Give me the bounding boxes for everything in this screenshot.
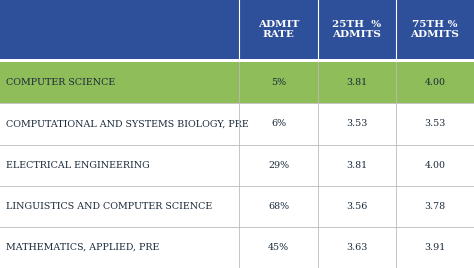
Bar <box>0 186 239 227</box>
Bar <box>318 144 396 186</box>
Text: 3.63: 3.63 <box>346 243 367 252</box>
Bar <box>318 103 396 144</box>
Text: 3.81: 3.81 <box>346 78 367 87</box>
Text: 3.56: 3.56 <box>346 202 367 211</box>
Bar <box>239 227 318 268</box>
Text: 29%: 29% <box>268 161 289 170</box>
Bar <box>318 186 396 227</box>
Bar <box>396 227 474 268</box>
Text: ADMIT
RATE: ADMIT RATE <box>258 20 299 39</box>
Text: 45%: 45% <box>268 243 289 252</box>
Bar <box>396 144 474 186</box>
Bar <box>318 62 396 103</box>
Text: 3.78: 3.78 <box>424 202 446 211</box>
Bar <box>396 103 474 144</box>
Bar <box>239 0 318 59</box>
Text: 4.00: 4.00 <box>424 161 446 170</box>
Text: 4.00: 4.00 <box>424 78 446 87</box>
Bar <box>0 103 239 144</box>
Text: LINGUISTICS AND COMPUTER SCIENCE: LINGUISTICS AND COMPUTER SCIENCE <box>6 202 212 211</box>
Text: 3.91: 3.91 <box>424 243 446 252</box>
Bar <box>0 62 239 103</box>
Bar <box>318 0 396 59</box>
Bar <box>396 186 474 227</box>
Bar <box>0 227 239 268</box>
Bar <box>239 62 318 103</box>
Text: COMPUTER SCIENCE: COMPUTER SCIENCE <box>6 78 115 87</box>
Text: ELECTRICAL ENGINEERING: ELECTRICAL ENGINEERING <box>6 161 149 170</box>
Bar <box>0 0 239 59</box>
Text: MATHEMATICS, APPLIED, PRE: MATHEMATICS, APPLIED, PRE <box>6 243 159 252</box>
Bar <box>318 227 396 268</box>
Bar <box>239 144 318 186</box>
Text: 5%: 5% <box>271 78 286 87</box>
Bar <box>0 144 239 186</box>
Bar <box>396 0 474 59</box>
Text: 68%: 68% <box>268 202 289 211</box>
Bar <box>239 186 318 227</box>
Text: 25TH  %
ADMITS: 25TH % ADMITS <box>332 20 381 39</box>
Bar <box>0 59 474 62</box>
Text: COMPUTATIONAL AND SYSTEMS BIOLOGY, PRE: COMPUTATIONAL AND SYSTEMS BIOLOGY, PRE <box>6 120 248 128</box>
Bar <box>239 103 318 144</box>
Text: 3.53: 3.53 <box>346 120 367 128</box>
Text: 6%: 6% <box>271 120 286 128</box>
Bar <box>396 62 474 103</box>
Text: 3.81: 3.81 <box>346 161 367 170</box>
Text: 3.53: 3.53 <box>424 120 446 128</box>
Text: 75TH %
ADMITS: 75TH % ADMITS <box>410 20 459 39</box>
